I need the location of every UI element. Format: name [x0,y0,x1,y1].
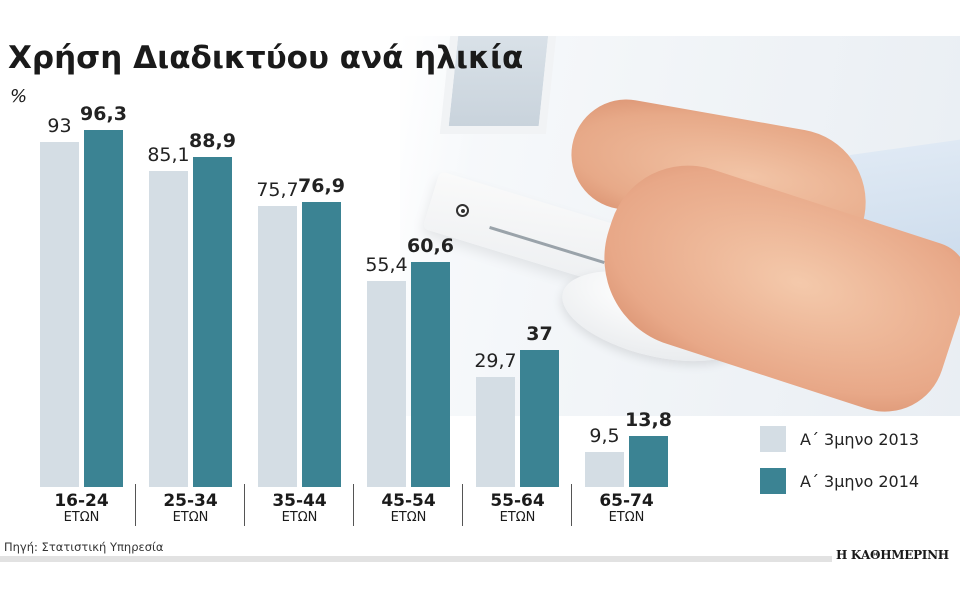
background-photo-laptop-hands [400,36,960,416]
legend-item-2013: Α΄ 3μηνο 2013 [760,426,919,452]
publisher-logo: Η ΚΑΘΗΜΕΡΙΝΗ [836,548,949,562]
category-label: 35-44 ΕΤΩΝ [250,492,350,525]
age-range: 25-34 [163,491,218,511]
category-label: 25-34 ΕΤΩΝ [141,492,241,525]
category-separator [462,484,463,526]
value-label-2014: 60,6 [407,235,454,257]
bar-2014 [84,130,123,487]
legend-label-2013: Α΄ 3μηνο 2013 [800,429,920,449]
age-range: 16-24 [54,491,109,511]
value-label-2014: 37 [526,323,553,345]
source-note: Πηγή: Στατιστική Υπηρεσία [4,540,164,554]
age-unit: ΕΤΩΝ [499,510,536,525]
age-unit: ΕΤΩΝ [390,510,427,525]
category-separator [135,484,136,526]
age-unit: ΕΤΩΝ [281,510,318,525]
bar-2013 [585,452,624,487]
value-label-2013: 9,5 [589,425,620,447]
value-label-2013: 29,7 [474,350,517,372]
bar-2013 [149,171,188,487]
category-label: 55-64 ΕΤΩΝ [468,492,568,525]
bar-2013 [40,142,79,487]
category-separator [244,484,245,526]
value-label-2013: 85,1 [147,144,190,166]
bar-2014 [520,350,559,487]
bar-2013 [258,206,297,487]
category-label: 45-54 ΕΤΩΝ [359,492,459,525]
value-label-2014: 13,8 [625,409,672,431]
bar-2014 [302,202,341,487]
category-label: 16-24 ΕΤΩΝ [32,492,132,525]
age-unit: ΕΤΩΝ [172,510,209,525]
bar-2014 [629,436,668,487]
bar-2013 [476,377,515,487]
power-button-icon [456,204,469,217]
age-range: 45-54 [381,491,436,511]
chart-title: Χρήση Διαδικτύου ανά ηλικία [8,40,524,76]
unit-label: % [10,86,28,107]
category-separator [353,484,354,526]
category-separator [571,484,572,526]
value-label-2013: 93 [47,115,72,137]
age-unit: ΕΤΩΝ [608,510,645,525]
value-label-2014: 76,9 [298,175,345,197]
footer-divider [0,556,832,562]
value-label-2013: 55,4 [365,254,408,276]
legend-label-2014: Α΄ 3μηνο 2014 [800,471,920,491]
age-range: 65-74 [599,491,654,511]
bar-2013 [367,281,406,487]
legend: Α΄ 3μηνο 2013 Α΄ 3μηνο 2014 [760,426,919,510]
value-label-2014: 96,3 [80,103,127,125]
bar-2014 [193,157,232,487]
value-label-2013: 75,7 [256,179,299,201]
category-label: 65-74 ΕΤΩΝ [577,492,677,525]
value-label-2014: 88,9 [189,130,236,152]
age-unit: ΕΤΩΝ [63,510,100,525]
age-range: 35-44 [272,491,327,511]
legend-swatch-2013 [760,426,786,452]
bar-2014 [411,262,450,487]
legend-swatch-2014 [760,468,786,494]
age-range: 55-64 [490,491,545,511]
legend-item-2014: Α΄ 3μηνο 2014 [760,468,919,494]
